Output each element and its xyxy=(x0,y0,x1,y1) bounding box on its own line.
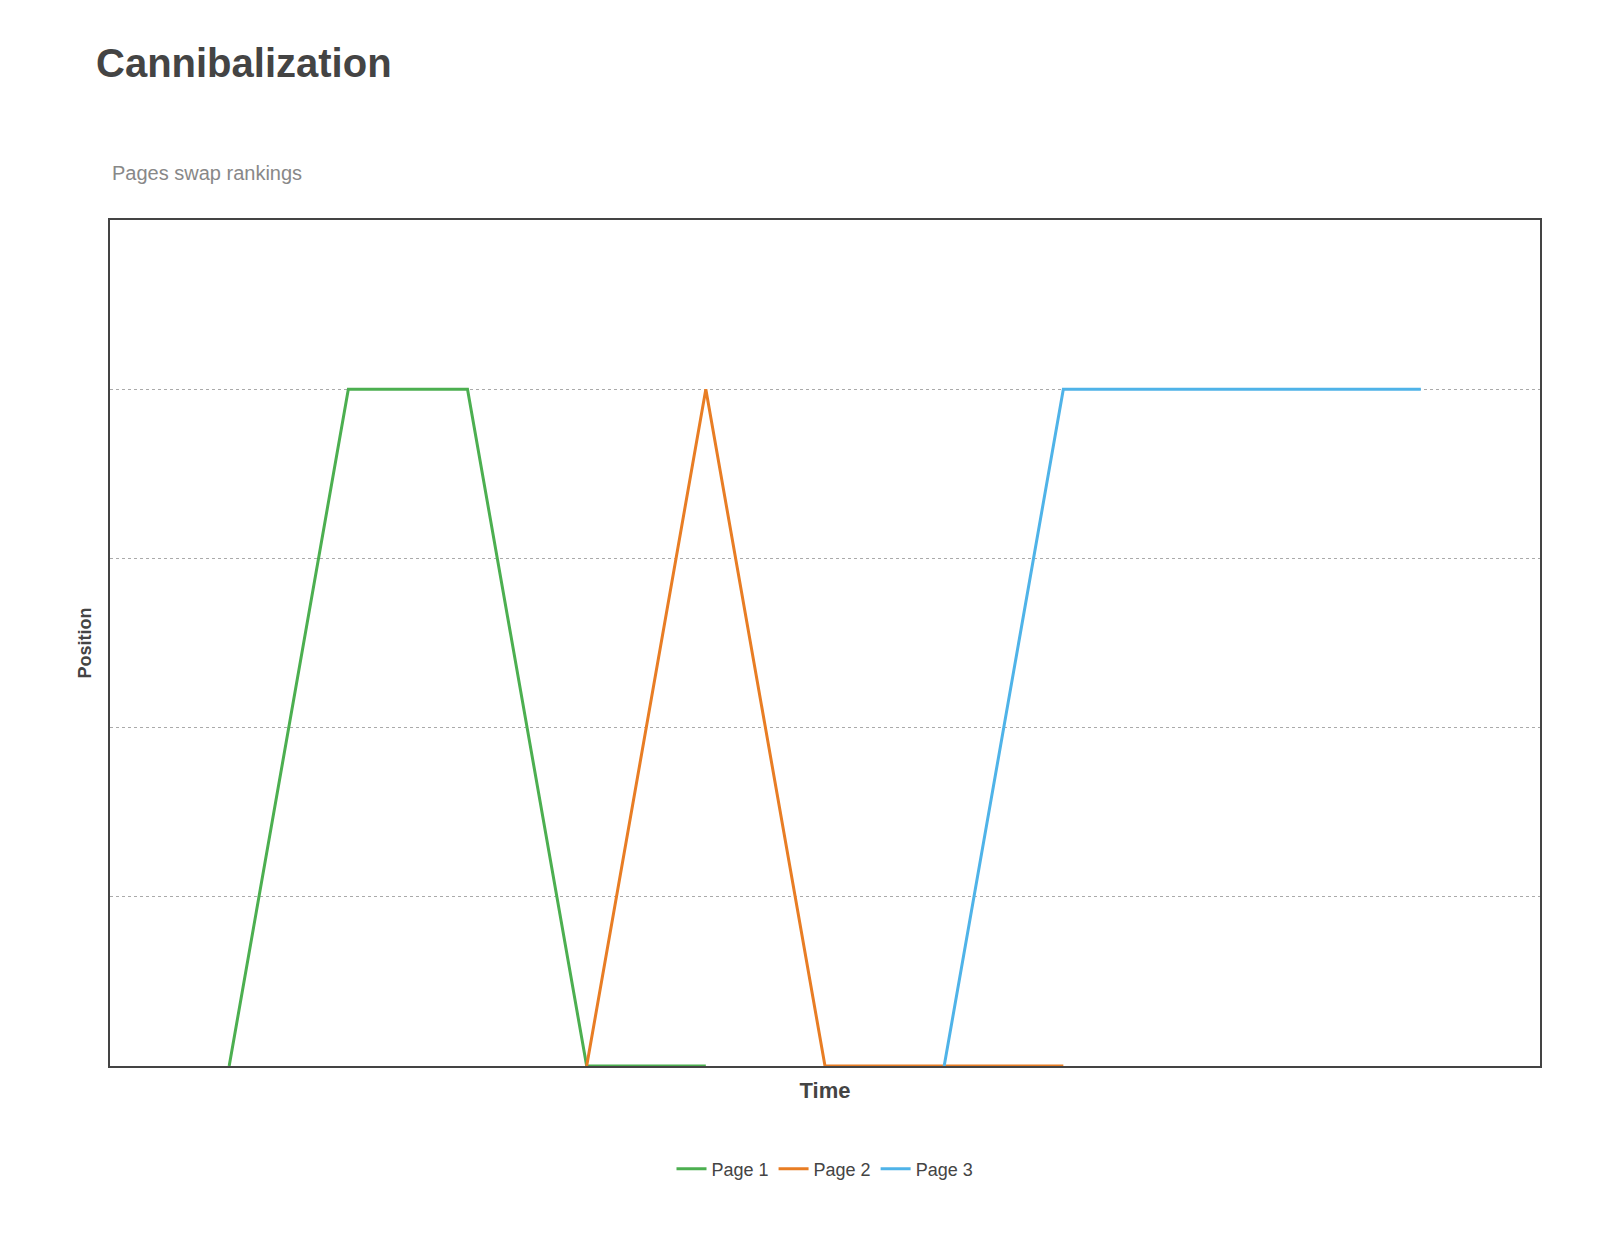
svg-text:Page 3: Page 3 xyxy=(916,1160,973,1180)
svg-text:Page 1: Page 1 xyxy=(712,1160,769,1180)
svg-text:Page 2: Page 2 xyxy=(814,1160,871,1180)
svg-text:Time: Time xyxy=(800,1078,851,1103)
svg-text:Pages swap rankings: Pages swap rankings xyxy=(112,162,302,184)
svg-text:Position: Position xyxy=(75,608,95,679)
svg-text:Cannibalization: Cannibalization xyxy=(96,41,392,85)
